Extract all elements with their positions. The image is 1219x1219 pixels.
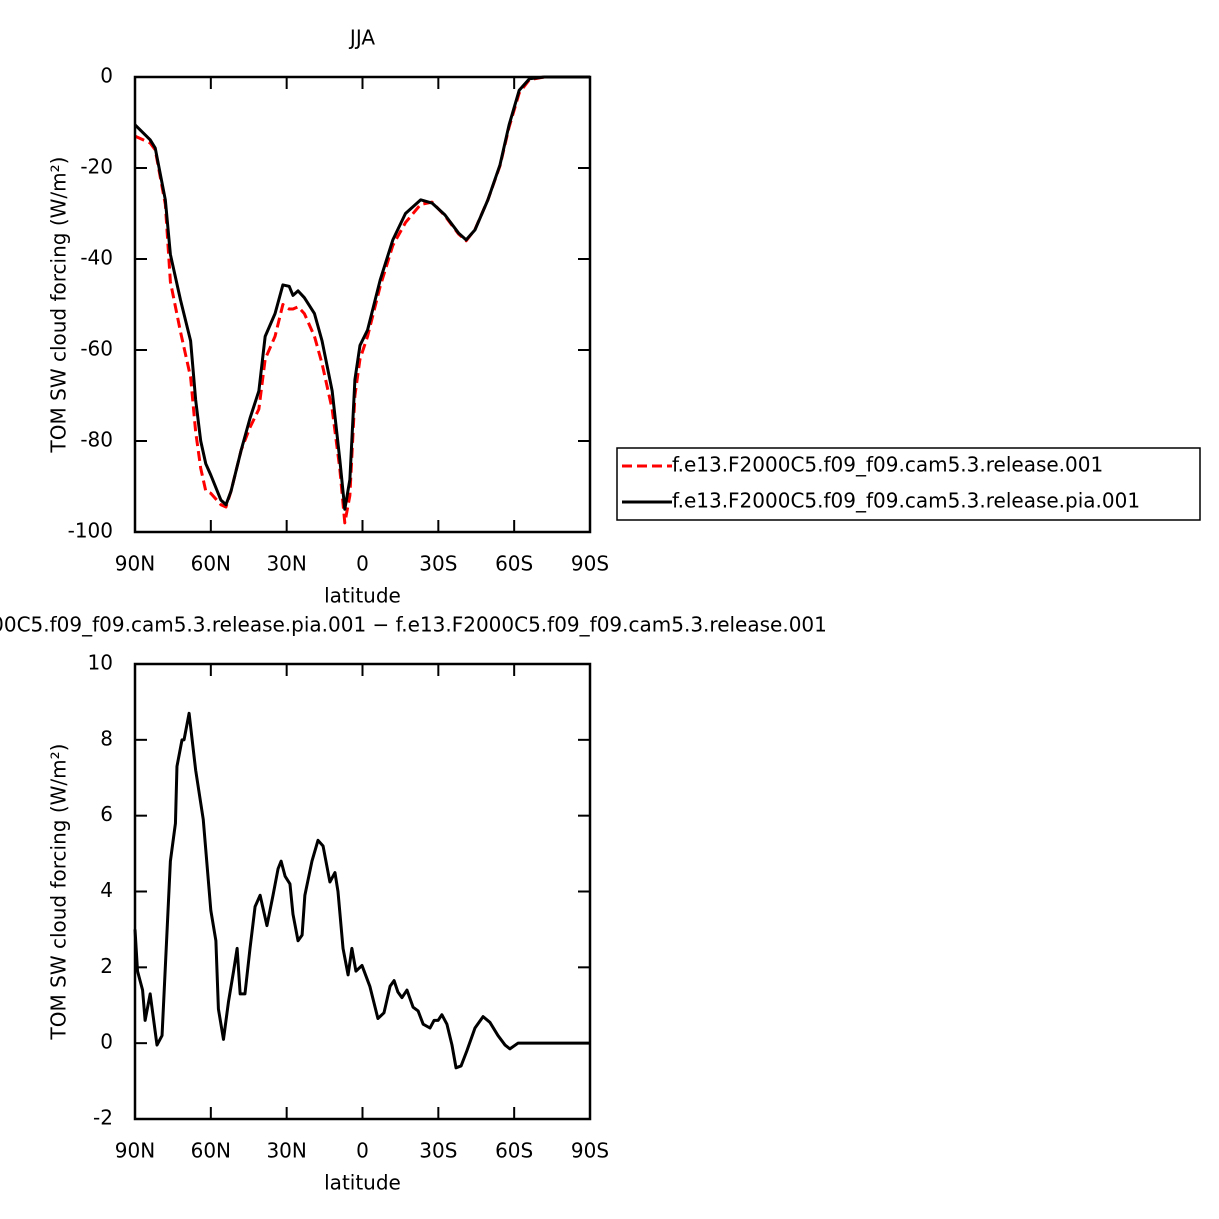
plot-frame (133, 75, 592, 534)
x-tick-label: 90S (571, 552, 609, 576)
y-tick-label: 2 (100, 954, 113, 978)
y-tick-label: 4 (100, 878, 113, 902)
x-tick-label: 0 (356, 1139, 369, 1163)
y-tick-label: -60 (80, 337, 113, 361)
legend-label: f.e13.F2000C5.f09_f09.cam5.3.release.001 (672, 453, 1103, 477)
x-tick-label: 90S (571, 1139, 609, 1163)
x-tick-label: 0 (356, 552, 369, 576)
data-line (133, 75, 590, 511)
y-axis-label: TOM SW cloud forcing (W/m²) (47, 744, 71, 1041)
x-tick-label: 60N (191, 552, 231, 576)
y-axis-label: TOM SW cloud forcing (W/m²) (47, 157, 71, 454)
x-tick-label: 30S (419, 552, 457, 576)
y-tick-label: -2 (93, 1106, 113, 1130)
y-tick-label: -20 (80, 155, 113, 179)
plot-frame (133, 662, 592, 1121)
y-tick-label: 6 (100, 802, 113, 826)
y-tick-label: 0 (100, 64, 113, 88)
x-tick-label: 60S (495, 552, 533, 576)
x-tick-label: 30N (266, 1139, 306, 1163)
chart-title: f.e13.F2000C5.f09_f09.cam5.3.release.pia… (0, 613, 827, 637)
y-tick-label: -80 (80, 428, 113, 452)
y-tick-label: 8 (100, 726, 113, 750)
x-tick-label: 90N (115, 1139, 155, 1163)
x-tick-label: 30S (419, 1139, 457, 1163)
y-tick-label: 10 (88, 651, 113, 675)
legend-label: f.e13.F2000C5.f09_f09.cam5.3.release.pia… (672, 489, 1140, 513)
data-line (133, 711, 590, 1070)
x-tick-label: 90N (115, 552, 155, 576)
y-tick-label: -100 (68, 519, 113, 543)
x-tick-label: 60N (191, 1139, 231, 1163)
legend-box (616, 447, 1201, 521)
y-tick-label: 0 (100, 1030, 113, 1054)
x-axis-label: latitude (324, 584, 401, 608)
chart-title: JJA (348, 26, 375, 50)
y-tick-label: -40 (80, 246, 113, 270)
x-axis-label: latitude (324, 1171, 401, 1195)
x-tick-label: 60S (495, 1139, 533, 1163)
x-tick-label: 30N (266, 552, 306, 576)
